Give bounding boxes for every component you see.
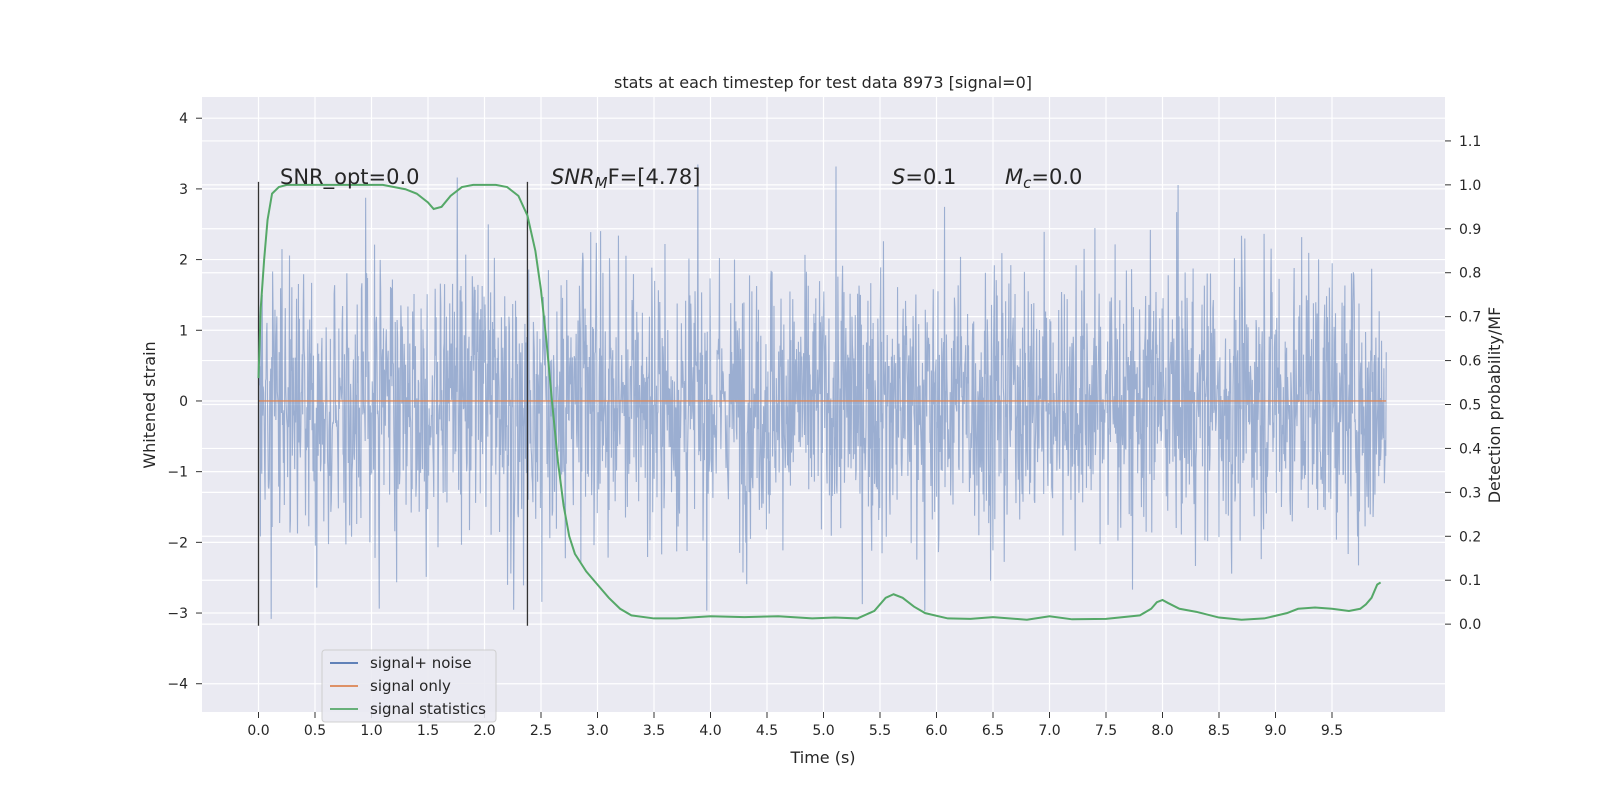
x-tick-label: 2.5 xyxy=(530,723,552,739)
x-tick-label: 8.0 xyxy=(1151,723,1173,739)
y2-tick-label: 1.0 xyxy=(1459,178,1481,194)
x-tick-label: 1.0 xyxy=(360,723,382,739)
stats-curve xyxy=(257,183,1382,621)
x-tick-label: 3.0 xyxy=(586,723,608,739)
chart-title: stats at each timestep for test data 897… xyxy=(614,73,1032,92)
tick-layer: 0.0 0.5 1.0 1.5 2.0 2.5 3.0 3.5 4.0 4.5 5.0 5.5 6.0 6… xyxy=(167,111,1481,739)
x-tick-label: 6.0 xyxy=(925,723,947,739)
snr-mf-rest: F=[4.78] xyxy=(608,165,701,189)
x-axis-label: Time (s) xyxy=(789,748,855,767)
x-tick-label: 1.5 xyxy=(417,723,439,739)
y2-tick-label: 0.2 xyxy=(1459,529,1481,545)
x-tick-label: 4.5 xyxy=(756,723,778,739)
legend-label-signal: signal only xyxy=(370,677,451,695)
mc-sub: c xyxy=(1023,174,1032,192)
y-axis-label: Whitened strain xyxy=(140,341,159,468)
noise-trace xyxy=(257,164,1387,619)
annotation-s: S=0.1 xyxy=(892,165,956,189)
y2-tick-label: 0.7 xyxy=(1459,310,1481,326)
x-tick-label: 7.5 xyxy=(1095,723,1117,739)
y-tick-label: −2 xyxy=(167,535,188,551)
y-tick-label: 0 xyxy=(179,394,188,410)
y2-tick-label: 0.0 xyxy=(1459,617,1481,633)
s-value: =0.1 xyxy=(905,165,956,189)
x-tick-label: 9.0 xyxy=(1264,723,1286,739)
annotation-snr-opt: SNR_opt=0.0 xyxy=(280,165,420,190)
x-tick-label: 0.0 xyxy=(247,723,269,739)
mc-value: =0.0 xyxy=(1031,165,1082,189)
y2-tick-label: 0.8 xyxy=(1459,266,1481,282)
legend-box xyxy=(321,649,497,723)
y-tick-label: −1 xyxy=(167,465,188,481)
x-tick-label: 2.0 xyxy=(473,723,495,739)
annotation-snr-mf: SNRMF=[4.78] xyxy=(551,165,700,192)
legend: signal+ noise signal only signal statist… xyxy=(321,649,497,723)
y2-tick-label: 0.5 xyxy=(1459,398,1481,414)
y2-tick-label: 0.9 xyxy=(1459,222,1481,238)
y2-tick-label: 0.1 xyxy=(1459,573,1481,589)
y-tick-label: 2 xyxy=(179,253,188,269)
series-layer xyxy=(257,164,1387,626)
x-tick-label: 9.5 xyxy=(1321,723,1343,739)
legend-label-stats: signal statistics xyxy=(370,700,486,718)
mc-name: M xyxy=(1005,165,1023,189)
y2-tick-label: 0.6 xyxy=(1459,354,1481,370)
legend-label-noise: signal+ noise xyxy=(370,654,472,672)
y-tick-label: −3 xyxy=(167,606,188,622)
y2-tick-label: 0.3 xyxy=(1459,485,1481,501)
y2-tick-label: 1.1 xyxy=(1459,134,1481,150)
x-tick-label: 0.5 xyxy=(304,723,326,739)
x-tick-label: 5.0 xyxy=(812,723,834,739)
x-tick-label: 7.0 xyxy=(1038,723,1060,739)
x-tick-label: 3.5 xyxy=(643,723,665,739)
snr-mf-sub: M xyxy=(595,174,608,192)
x-tick-label: 4.0 xyxy=(699,723,721,739)
y-tick-label: 3 xyxy=(179,182,188,198)
y-tick-label: 4 xyxy=(179,111,188,127)
y-tick-label: 1 xyxy=(179,323,188,339)
x-tick-label: 8.5 xyxy=(1208,723,1230,739)
y-tick-label: −4 xyxy=(167,677,188,693)
x-tick-label: 6.5 xyxy=(982,723,1004,739)
s-name: S xyxy=(892,165,905,189)
y2-tick-label: 0.4 xyxy=(1459,441,1481,457)
annotation-mc: Mc=0.0 xyxy=(1005,165,1082,192)
snr-mf-name: SNR xyxy=(551,165,595,189)
x-tick-label: 5.5 xyxy=(869,723,891,739)
y2-axis-label: Detection probability/MF xyxy=(1485,307,1504,504)
